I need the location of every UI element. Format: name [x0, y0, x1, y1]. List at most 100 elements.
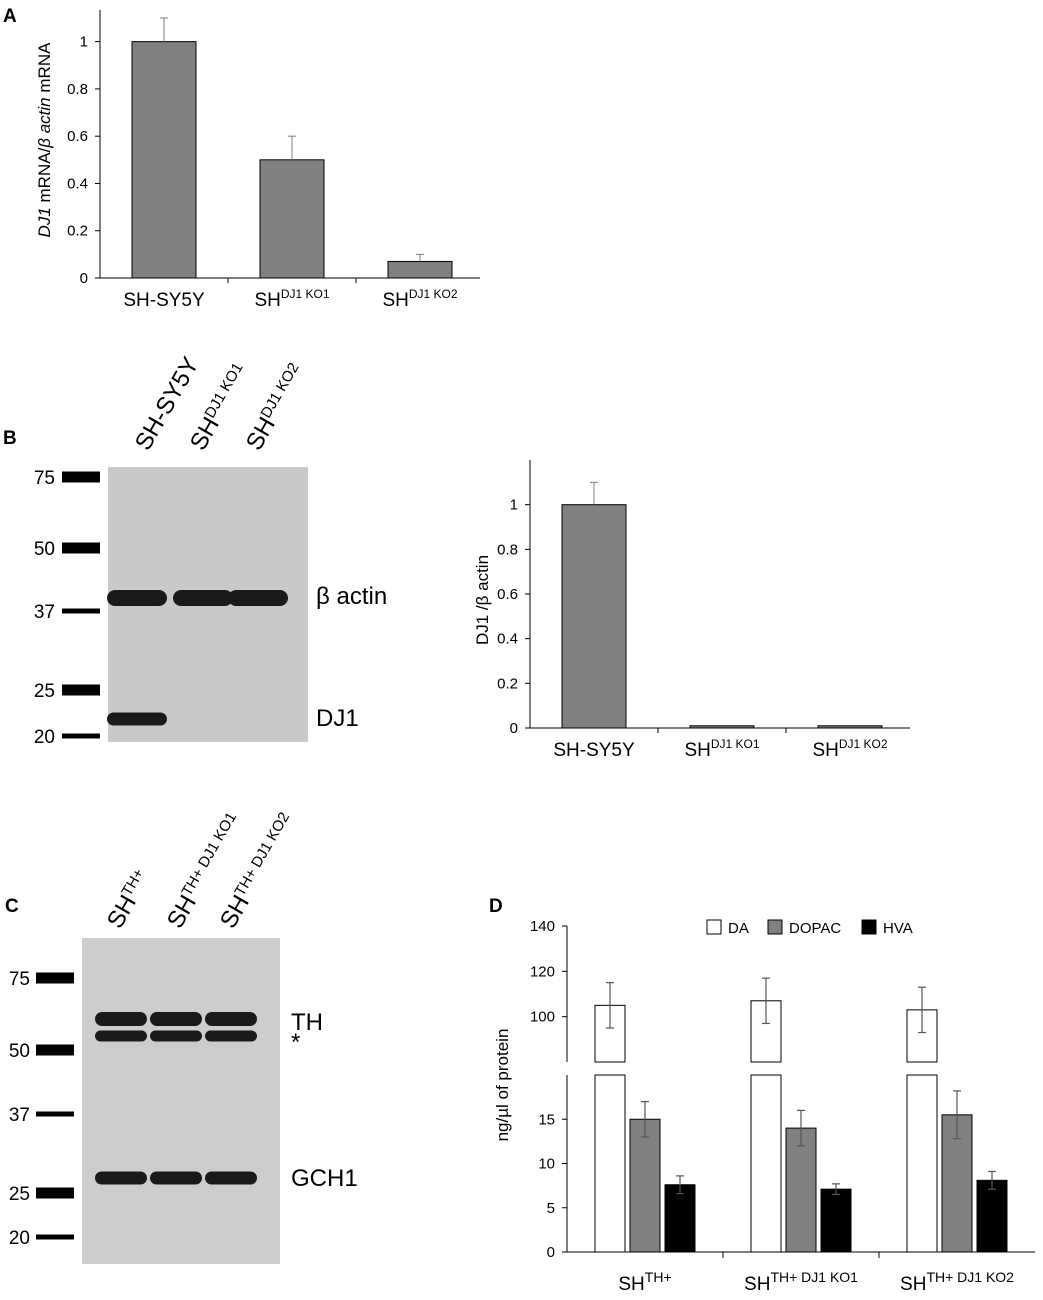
panel-b-marker-25 [62, 684, 100, 696]
panel-b-y-tick-label: 0.6 [497, 586, 518, 603]
panel-b-bar [817, 725, 883, 729]
panel-b-y-label: DJ1 /β actin [473, 555, 492, 645]
panel-d-legend-label: DOPAC [789, 920, 841, 937]
panel-d-x-label: SHTH+ DJ1 KO2 [900, 1269, 1014, 1295]
panel-d-chart: ng/µl of protein 0 5 10 15 100 120 140 SHTH+ SHT… [493, 918, 1035, 1295]
panel-c-band-th [95, 1012, 147, 1026]
panel-d-legend-label: DA [728, 920, 749, 937]
panel-c-marker-37 [36, 1111, 74, 1117]
panel-b-marker-label: 20 [34, 727, 55, 748]
panel-c-band-gch1 [95, 1171, 147, 1185]
panel-d-y-tick-label: 0 [547, 1244, 555, 1261]
panel-b-bar [561, 504, 627, 729]
panel-b-band-beta-actin [228, 590, 288, 606]
panel-c-band-label: * [291, 1029, 300, 1056]
panel-b-chart: DJ1 /β actin 0 0.2 0.4 0.6 0.8 1 SH-SY5Y SHDJ1 … [473, 460, 910, 761]
panel-b-y-tick-label: 0.2 [497, 675, 518, 692]
panel-a-y-tick-label: 1 [80, 34, 88, 51]
panel-c-band-gch1 [205, 1171, 257, 1185]
panel-d-y-tick-label: 10 [538, 1156, 555, 1173]
panel-d-legend-swatch-dopac [767, 919, 783, 935]
panel-a-y-tick-label: 0.6 [67, 128, 88, 145]
panel-a-bar [131, 41, 197, 279]
panel-b-y-tick-label: 0.4 [497, 631, 518, 648]
panel-b-x-label: SHDJ1 KO2 [812, 737, 887, 761]
panel-c-lane-label: SHTH+ [102, 866, 157, 933]
panel-d-bar-da-lower [906, 1074, 938, 1253]
panel-a-y-tick-label: 0.4 [67, 175, 88, 192]
panel-c-band-label: GCH1 [291, 1165, 358, 1192]
panel-a-y-tick-label: 0.8 [67, 81, 88, 98]
panel-b-marker-label: 25 [34, 681, 55, 702]
panel-c-label: C [5, 896, 19, 917]
panel-b-x-label: SH-SY5Y [553, 740, 635, 761]
panel-d-y-tick-label: 15 [538, 1111, 555, 1128]
panel-c-band-th [150, 1012, 202, 1026]
panel-b-marker-75 [62, 471, 100, 483]
panel-a-x-label: SH-SY5Y [123, 290, 205, 311]
panel-c-marker-label: 50 [9, 1041, 30, 1062]
panel-c-band-gch1 [150, 1171, 202, 1185]
panel-b-y-tick-label: 1 [510, 497, 518, 514]
panel-b-band-label: DJ1 [316, 705, 359, 732]
panel-d-y-tick-label: 5 [547, 1200, 555, 1217]
panel-d-y-label: ng/µl of protein [493, 1029, 512, 1142]
panel-c-marker-20 [36, 1234, 74, 1240]
panel-b-marker-label: 75 [34, 468, 55, 489]
panel-c-marker-75 [36, 972, 74, 984]
panel-d-legend-swatch-hva [861, 919, 877, 935]
panel-b-marker-20 [62, 733, 100, 739]
panel-a-y-tick-label: 0 [80, 270, 88, 287]
panel-d-bar-hva [664, 1184, 696, 1253]
panel-d-y-tick-label: 120 [530, 963, 555, 980]
panel-c-blot-membrane [82, 938, 280, 1264]
panel-c-band-star [150, 1030, 202, 1042]
panel-b-marker-label: 50 [34, 539, 55, 560]
panel-c-marker-50 [36, 1044, 74, 1056]
panel-b-band-dj1 [107, 712, 167, 726]
panel-a-label: A [3, 6, 17, 27]
panel-d-legend-label: HVA [883, 920, 913, 937]
panel-b-band-beta-actin [107, 590, 167, 606]
panel-b-marker-50 [62, 542, 100, 554]
panel-d-x-label: SHTH+ DJ1 KO1 [744, 1269, 858, 1295]
panel-d-bar-da-lower [750, 1074, 782, 1253]
panel-b-y-tick-label: 0 [510, 720, 518, 737]
panel-c-band-label: TH [291, 1009, 323, 1036]
panel-a-chart: DJ1 mRNA/β actin mRNA 0 0.2 0.4 0.6 0.8 1 SH-S… [35, 10, 480, 311]
panel-d-x-label: SHTH+ [618, 1269, 671, 1295]
panel-c-marker-label: 37 [9, 1105, 30, 1126]
panel-d-bar-dopac [629, 1118, 661, 1253]
panel-c-marker-label: 75 [9, 969, 30, 990]
panel-b-lane-label: SHDJ1 KO2 [241, 360, 311, 455]
panel-d-legend-swatch-da [706, 919, 722, 935]
panel-c-marker-label: 20 [9, 1228, 30, 1249]
panel-c-marker-label: 25 [9, 1184, 30, 1205]
panel-a-x-label: SHDJ1 KO2 [382, 287, 457, 311]
panel-b-band-beta-actin [173, 590, 233, 606]
panel-d-y-tick-label: 140 [530, 918, 555, 935]
panel-c-band-star [95, 1030, 147, 1042]
panel-a-bar [259, 159, 325, 279]
panel-b-x-label: SHDJ1 KO1 [684, 737, 759, 761]
panel-c-band-star [205, 1030, 257, 1042]
panel-c-marker-25 [36, 1187, 74, 1199]
panel-d-bar-hva [976, 1179, 1008, 1253]
panel-a-y-label: DJ1 mRNA/β actin mRNA [35, 42, 54, 238]
panel-d-bar-dopac [785, 1127, 817, 1253]
panel-a-x-label: SHDJ1 KO1 [254, 287, 329, 311]
panel-a-bar [387, 260, 453, 279]
panel-b-label: B [3, 428, 17, 449]
panel-d-y-tick-label: 100 [530, 1009, 555, 1026]
panel-b-marker-37 [62, 608, 100, 614]
panel-b-marker-label: 37 [34, 602, 55, 623]
panel-d-bar-hva [820, 1188, 852, 1253]
panel-b-bar [689, 725, 755, 729]
panel-a-y-tick-label: 0.2 [67, 223, 88, 240]
panel-d-label: D [489, 896, 503, 917]
panel-d-bar-da-lower [594, 1074, 626, 1253]
panel-b-y-tick-label: 0.8 [497, 541, 518, 558]
